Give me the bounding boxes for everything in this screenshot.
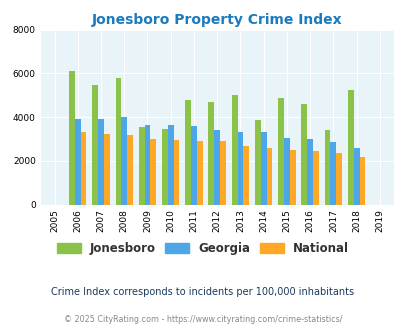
- Bar: [301, 104, 307, 205]
- Bar: [69, 71, 75, 205]
- Bar: [243, 146, 249, 205]
- Bar: [231, 95, 237, 205]
- Bar: [277, 98, 284, 205]
- Bar: [312, 151, 318, 205]
- Bar: [289, 150, 295, 205]
- Bar: [173, 140, 179, 205]
- Bar: [220, 142, 225, 205]
- Bar: [150, 139, 156, 205]
- Legend: Jonesboro, Georgia, National: Jonesboro, Georgia, National: [52, 237, 353, 260]
- Bar: [185, 100, 191, 205]
- Bar: [115, 78, 121, 205]
- Text: Crime Index corresponds to incidents per 100,000 inhabitants: Crime Index corresponds to incidents per…: [51, 287, 354, 297]
- Bar: [92, 85, 98, 205]
- Title: Jonesboro Property Crime Index: Jonesboro Property Crime Index: [92, 13, 342, 27]
- Bar: [75, 119, 81, 205]
- Bar: [284, 138, 289, 205]
- Bar: [121, 117, 127, 205]
- Bar: [347, 90, 353, 205]
- Bar: [162, 129, 167, 205]
- Bar: [330, 142, 335, 205]
- Bar: [139, 127, 144, 205]
- Bar: [104, 134, 109, 205]
- Bar: [127, 135, 133, 205]
- Text: © 2025 CityRating.com - https://www.cityrating.com/crime-statistics/: © 2025 CityRating.com - https://www.city…: [64, 315, 341, 324]
- Bar: [167, 125, 173, 205]
- Bar: [208, 102, 214, 205]
- Bar: [237, 132, 243, 205]
- Bar: [144, 125, 150, 205]
- Bar: [260, 132, 266, 205]
- Bar: [254, 120, 260, 205]
- Bar: [359, 156, 364, 205]
- Bar: [307, 139, 312, 205]
- Bar: [353, 148, 359, 205]
- Bar: [214, 130, 220, 205]
- Bar: [266, 148, 272, 205]
- Bar: [191, 126, 196, 205]
- Bar: [81, 132, 86, 205]
- Bar: [196, 142, 202, 205]
- Bar: [324, 130, 330, 205]
- Bar: [335, 153, 341, 205]
- Bar: [98, 119, 104, 205]
